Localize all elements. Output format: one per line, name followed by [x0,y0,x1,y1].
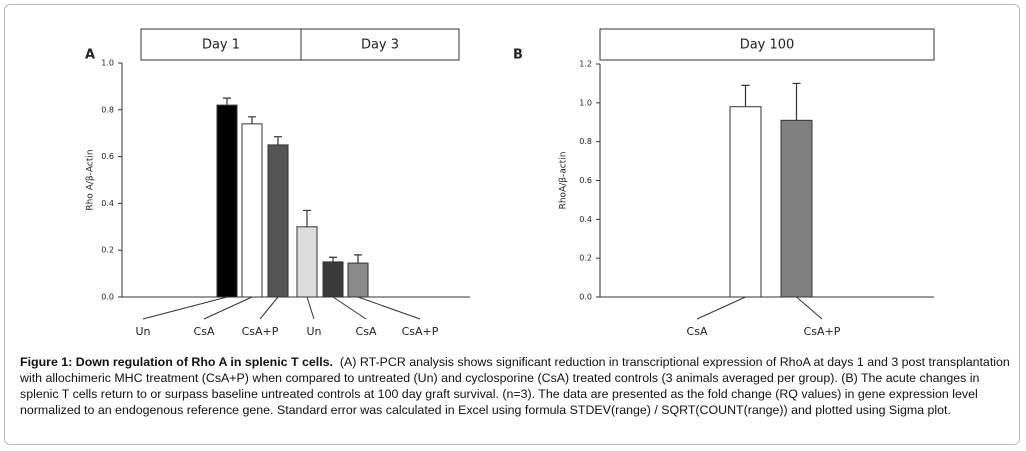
x-tick-label: CsA+P [804,325,841,338]
x-tick-label: CsA [356,325,377,338]
y-tick-label: 1.0 [579,98,592,107]
error-bar [329,256,337,262]
error-bar [303,209,311,227]
error-bar [274,136,282,145]
bar [322,261,344,298]
x-tick-label: CsA+P [242,325,279,338]
panel-letter: B [513,48,523,63]
y-tick-label: 0.4 [579,215,592,224]
y-tick-label: 0.2 [579,254,592,263]
group-header: Day 1 [202,38,240,53]
figure: A Day 1 Day 3 Rho A/β-Actin 0.0 0.2 0.4 0.6 0.8 1… [85,28,935,338]
leader-line [203,296,253,320]
leader-line [306,296,315,320]
group-header-box [140,28,302,61]
x-tick-label: CsA [194,325,215,338]
bar [729,106,762,298]
leader-line [357,296,421,320]
error-bar [792,82,801,121]
error-bar [223,97,231,106]
error-bar [248,116,256,124]
y-tick-label: 0.8 [579,137,592,146]
error-bar [354,254,362,264]
bar [347,262,369,298]
caption-title: Figure 1: Down regulation of Rho A in sp… [20,355,334,369]
error-bar [741,84,750,107]
leader-line [696,296,746,320]
y-tick-label: 1.2 [579,60,592,69]
y-tick-label: 0.0 [579,293,592,302]
y-tick-label: 0.2 [101,246,114,255]
leader-line [796,296,823,320]
y-tick-label: 1.0 [101,59,114,68]
bar [780,119,813,298]
x-tick-label: Un [306,325,321,338]
bar [216,104,238,298]
leader-line [259,296,279,320]
leader-line [332,296,367,320]
panel-letter: A [85,48,95,63]
y-tick-label: 0.0 [101,293,114,302]
x-tick-label: CsA+P [402,325,439,338]
y-axis-label: RhoA/β-actin [559,152,569,210]
figure-frame [4,4,1020,445]
caption: Figure 1: Down regulation of Rho A in sp… [20,354,1010,418]
y-axis-label: Rho A/β-Actin [86,149,96,210]
group-header: Day 100 [740,38,795,53]
y-tick-label: 0.6 [579,176,592,185]
x-tick-label: Un [135,325,150,338]
group-header-box [300,28,460,61]
bar [241,123,263,298]
group-header: Day 3 [361,38,399,53]
y-tick-label: 0.4 [101,199,114,208]
y-tick-label: 0.8 [101,105,114,114]
group-header-box [599,28,935,61]
y-tick-label: 0.6 [101,152,114,161]
bar [267,144,289,298]
caption-text: (A) RT-PCR analysis shows significant re… [20,355,1010,417]
bar [296,226,318,298]
x-tick-label: CsA [687,325,708,338]
leader-line [142,296,228,320]
